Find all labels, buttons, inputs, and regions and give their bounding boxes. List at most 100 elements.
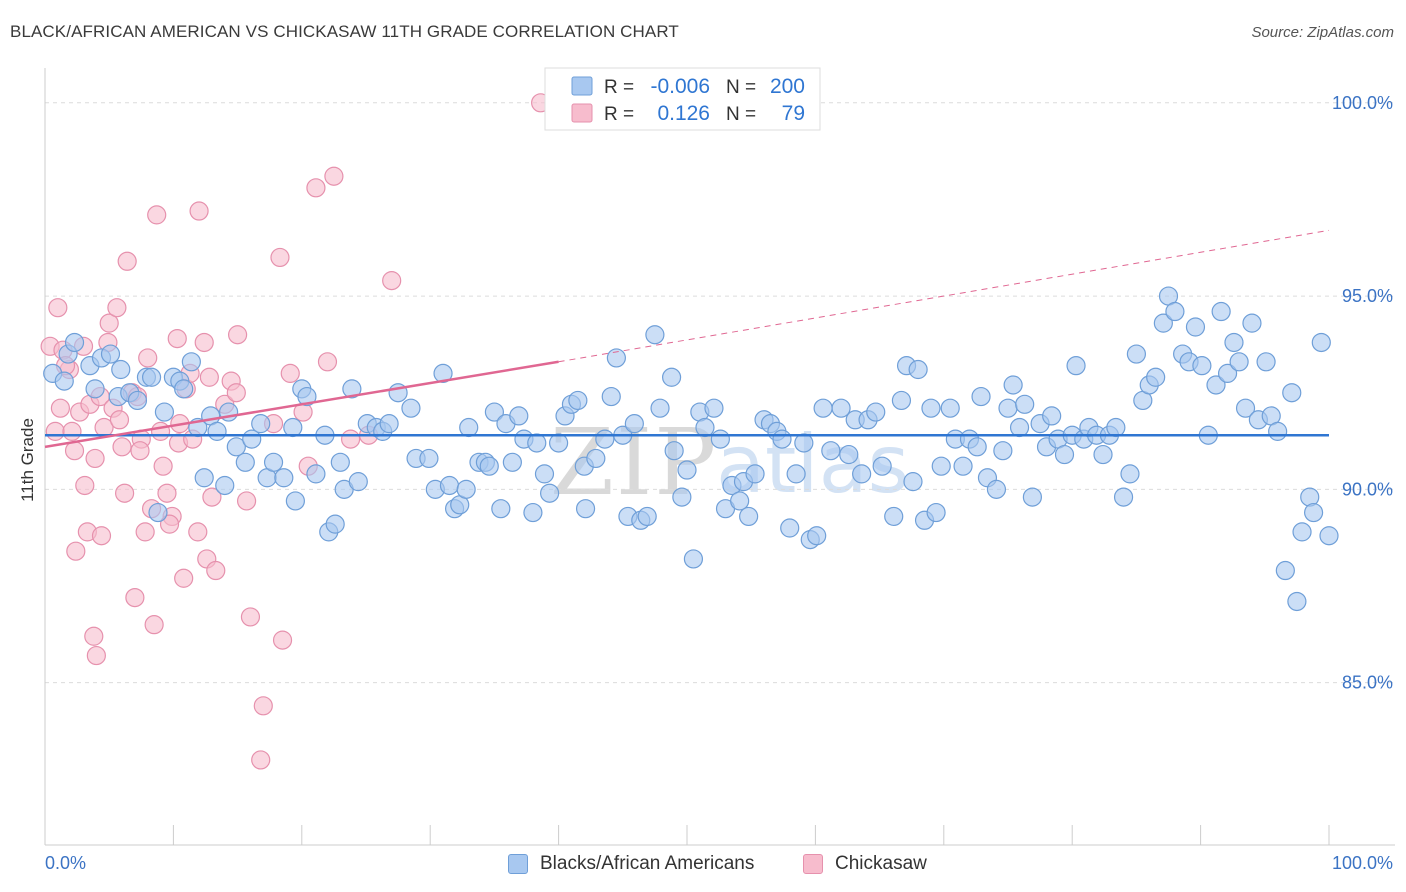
chickasaw-point: [251, 750, 271, 770]
chickasaw-point: [48, 298, 68, 318]
blacks-point: [661, 367, 682, 387]
chickasaw-point: [115, 483, 135, 503]
blacks-point: [953, 456, 973, 476]
blacks-point: [645, 325, 665, 345]
chickasaw-point: [109, 410, 130, 430]
blacks-point: [1054, 444, 1075, 465]
blacks-point: [1282, 383, 1302, 403]
trend-lines: [44, 229, 1330, 449]
blacks-point: [174, 379, 194, 399]
chickasaw-points: [40, 93, 551, 770]
blacks-point: [215, 475, 235, 496]
legend-item-blacks: Blacks/African Americans: [508, 853, 754, 875]
blacks-point: [433, 363, 453, 383]
blacks-point: [998, 398, 1018, 418]
blacks-point: [595, 429, 615, 449]
y-tick-label-100: 100.0%: [1332, 93, 1393, 113]
blacks-point: [794, 433, 814, 453]
blacks-point: [786, 464, 806, 484]
blacks-point: [1066, 356, 1086, 376]
chickasaw-point: [280, 363, 300, 383]
blacks-point: [695, 417, 715, 438]
blacks-point: [807, 526, 827, 546]
blacks-point: [523, 502, 543, 523]
chickasaw-point: [50, 398, 71, 418]
blacks-point: [439, 475, 460, 496]
stats-r-value-pink: 0.126: [657, 102, 710, 125]
stats-swatch-blue: [571, 76, 593, 96]
blacks-point: [263, 452, 284, 472]
chickasaw-point: [226, 383, 246, 403]
chickasaw-point: [194, 332, 214, 353]
blacks-point: [401, 398, 421, 418]
blacks-point: [931, 456, 951, 476]
chickasaw-point: [135, 522, 155, 542]
blacks-point: [821, 441, 841, 461]
blacks-point: [297, 386, 317, 407]
blacks-point: [540, 483, 560, 503]
chickasaw-point: [159, 514, 180, 534]
chickasaw-point: [188, 522, 208, 542]
stats-r-value-blue: -0.006: [650, 75, 710, 98]
blacks-point: [1165, 301, 1185, 322]
blacks-point: [672, 487, 692, 507]
y-tick-label-85: 85.0%: [1342, 673, 1393, 693]
stats-legend: R = -0.006 N = 200 R = 0.126 N = 79: [544, 67, 821, 131]
blacks-point: [1093, 444, 1113, 465]
chickasaw-point: [117, 251, 137, 271]
blacks-point: [379, 414, 399, 434]
stats-n-value-pink: 79: [782, 102, 805, 125]
chickasaw-point: [317, 352, 338, 372]
blacks-point: [704, 398, 724, 418]
blacks-point: [502, 452, 522, 472]
blacks-point: [971, 386, 991, 407]
blacks-point: [772, 429, 792, 449]
chickasaw-point: [189, 201, 209, 221]
stats-n-label-blue: N =: [726, 77, 756, 98]
blacks-point: [710, 429, 730, 449]
blacks-point: [1015, 394, 1035, 414]
chickasaw-point: [130, 441, 150, 461]
blacks-point: [637, 506, 657, 527]
legend-label-blacks: Blacks/African Americans: [540, 853, 755, 874]
blacks-point: [650, 398, 670, 418]
blacks-point: [1106, 417, 1126, 438]
blacks-point: [739, 506, 759, 527]
blacks-point: [251, 414, 271, 434]
blacks-point: [1242, 313, 1262, 333]
blacks-point: [1009, 417, 1030, 438]
chickasaw-trend-extension: [558, 229, 1330, 363]
blacks-point: [419, 448, 439, 469]
chickasaw-point: [340, 429, 361, 449]
axes: [44, 68, 1395, 846]
chickasaw-trend-line: [44, 360, 559, 449]
stats-n-value-blue: 200: [770, 75, 805, 98]
chickasaw-point: [62, 421, 82, 441]
chickasaw-point: [167, 328, 187, 349]
stats-r-label-pink: R =: [604, 104, 634, 125]
chickasaw-point: [236, 491, 257, 511]
x-tick-label-end: 100.0%: [1332, 853, 1393, 873]
blacks-point: [1022, 487, 1042, 507]
blacks-point: [484, 402, 504, 422]
blacks-point: [64, 332, 85, 353]
blacks-point: [586, 448, 606, 469]
tick-labels: 85.0% 90.0% 95.0% 100.0% 0.0% 100.0%: [45, 93, 1393, 873]
blacks-point: [1120, 464, 1140, 484]
blacks-point: [100, 344, 121, 364]
blacks-point: [940, 398, 960, 418]
legend-item-chickasaw: Chickasaw: [803, 853, 927, 875]
blacks-point: [884, 506, 904, 527]
blacks-point: [872, 456, 892, 476]
blacks-point: [1192, 356, 1212, 376]
blacks-point: [1303, 502, 1324, 523]
stats-swatch-pink: [571, 103, 593, 123]
blacks-point: [1292, 522, 1312, 542]
blacks-point: [745, 464, 765, 484]
blacks-point: [111, 359, 131, 380]
y-axis-label: 11th Grade: [18, 418, 37, 502]
blacks-point: [852, 464, 872, 484]
chickasaw-point: [272, 630, 293, 650]
blacks-point: [285, 491, 305, 511]
